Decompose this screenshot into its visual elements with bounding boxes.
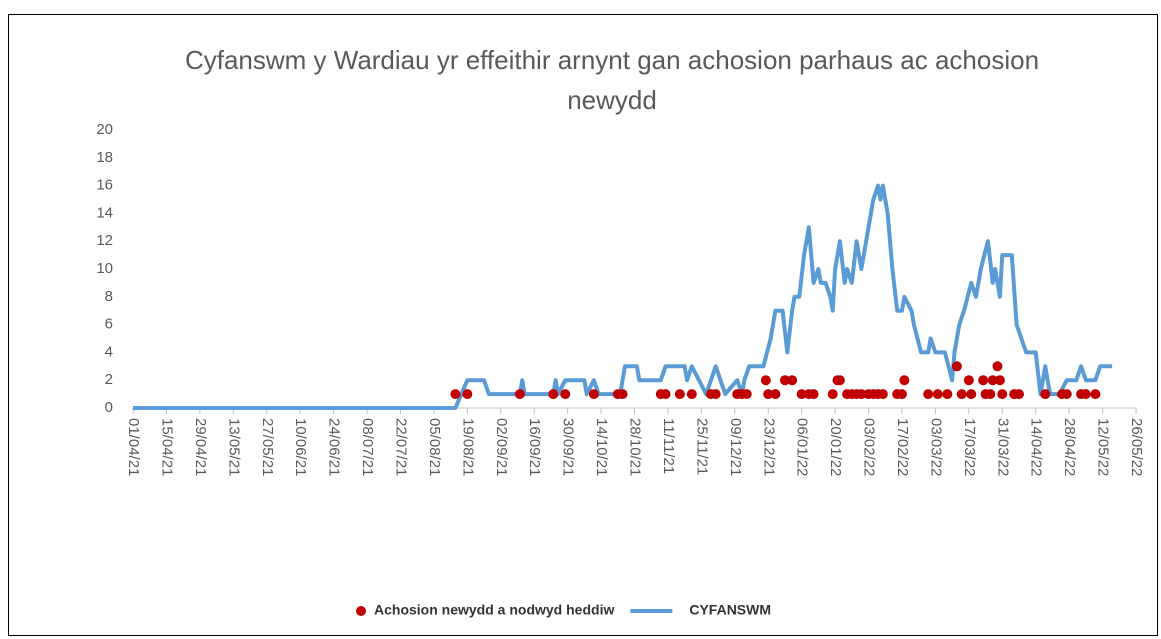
- new-case-dot: [796, 389, 807, 400]
- y-tick-label: 4: [105, 343, 113, 360]
- y-tick-label: 10: [96, 260, 113, 277]
- new-case-dot: [1040, 389, 1051, 400]
- total-line: [133, 183, 1113, 410]
- x-tick-label: 24/06/21: [326, 418, 343, 476]
- legend-marker: [356, 606, 366, 616]
- new-case-dot: [1061, 389, 1072, 400]
- new-case-dot: [787, 375, 798, 386]
- x-tick-label: 01/04/21: [125, 418, 142, 476]
- x-tick-label: 19/08/21: [459, 418, 476, 476]
- y-tick-label: 8: [105, 288, 113, 305]
- x-tick-label: 08/07/21: [359, 418, 376, 476]
- y-tick-label: 14: [96, 204, 113, 221]
- new-case-dot: [966, 389, 977, 400]
- new-case-dot: [710, 389, 721, 400]
- new-case-dot: [686, 389, 697, 400]
- new-case-dot: [1090, 389, 1101, 400]
- new-case-dot: [1013, 389, 1024, 400]
- new-case-dot: [808, 389, 819, 400]
- x-tick-label: 27/05/21: [259, 418, 276, 476]
- new-case-dot: [992, 361, 1003, 372]
- legend-label: Achosion newydd a nodwyd heddiw: [374, 602, 614, 618]
- new-case-dot: [548, 389, 559, 400]
- x-tick-label: 23/12/21: [760, 418, 777, 476]
- x-tick-label: 17/02/22: [894, 418, 911, 476]
- legend-label: CYFANSWM: [689, 602, 771, 618]
- new-case-dot: [760, 375, 771, 386]
- new-case-dot: [560, 389, 571, 400]
- x-tick-label: 12/05/22: [1095, 418, 1112, 476]
- y-tick-label: 18: [96, 149, 113, 166]
- x-tick-label: 15/04/21: [158, 418, 175, 476]
- new-case-dot: [741, 389, 752, 400]
- x-tick-label: 31/03/22: [994, 418, 1011, 476]
- x-tick-label: 29/04/21: [192, 418, 209, 476]
- x-tick-label: 22/07/21: [392, 418, 409, 476]
- chart-frame: [8, 14, 1158, 636]
- new-case-dot: [779, 375, 790, 386]
- x-tick-label: 26/05/22: [1128, 418, 1145, 476]
- y-tick-label: 20: [96, 121, 113, 138]
- x-tick-label: 25/11/21: [693, 418, 710, 475]
- x-tick-label: 09/12/21: [727, 418, 744, 476]
- new-case-dot: [987, 375, 998, 386]
- new-case-dot: [896, 389, 907, 400]
- x-tick-label: 17/03/22: [961, 418, 978, 476]
- chart-title: Cyfanswm y Wardiau yr effeithir arnynt g…: [184, 45, 1040, 115]
- x-tick-label: 10/06/21: [292, 418, 309, 476]
- new-case-dot: [514, 389, 525, 400]
- new-case-dot: [932, 389, 943, 400]
- y-tick-label: 16: [96, 177, 113, 194]
- new-case-dot: [994, 375, 1005, 386]
- new-case-dot: [877, 389, 888, 400]
- new-case-dot: [1080, 389, 1091, 400]
- x-tick-label: 11/11/21: [660, 418, 677, 474]
- new-case-dot: [617, 389, 628, 400]
- x-tick-label: 02/09/21: [493, 418, 510, 476]
- new-case-dot: [963, 375, 974, 386]
- new-case-dot: [588, 389, 599, 400]
- x-tick-label: 30/09/21: [560, 418, 577, 476]
- y-tick-label: 0: [105, 399, 113, 416]
- new-case-dot: [942, 389, 953, 400]
- x-tick-label: 05/08/21: [426, 418, 443, 476]
- new-case-dot: [770, 389, 781, 400]
- new-case-dot: [660, 389, 671, 400]
- new-case-dot: [985, 389, 996, 400]
- new-case-dot: [462, 389, 473, 400]
- new-case-dot: [956, 389, 967, 400]
- new-case-dot: [951, 361, 962, 372]
- new-case-dot: [997, 389, 1008, 400]
- x-tick-label: 20/01/22: [827, 418, 844, 476]
- x-tick-label: 03/02/22: [861, 418, 878, 476]
- x-tick-label: 14/10/21: [593, 418, 610, 476]
- y-tick-label: 2: [105, 371, 113, 388]
- new-case-dot: [923, 389, 934, 400]
- new-case-dot: [450, 389, 461, 400]
- new-case-dot: [899, 375, 910, 386]
- x-tick-label: 06/01/22: [794, 418, 811, 476]
- y-tick-label: 12: [96, 232, 113, 249]
- x-tick-label: 28/10/21: [627, 418, 644, 476]
- new-case-dot: [827, 389, 838, 400]
- x-tick-label: 16/09/21: [526, 418, 543, 476]
- x-tick-label: 14/04/22: [1028, 418, 1045, 476]
- new-case-dot: [978, 375, 989, 386]
- new-case-dot: [763, 389, 774, 400]
- x-tick-label: 28/04/22: [1061, 418, 1078, 476]
- new-case-dot: [834, 375, 845, 386]
- x-tick-label: 13/05/21: [225, 418, 242, 476]
- x-tick-label: 03/03/22: [927, 418, 944, 476]
- new-case-dot: [856, 389, 867, 400]
- new-case-dot: [674, 389, 685, 400]
- y-tick-label: 6: [105, 316, 113, 333]
